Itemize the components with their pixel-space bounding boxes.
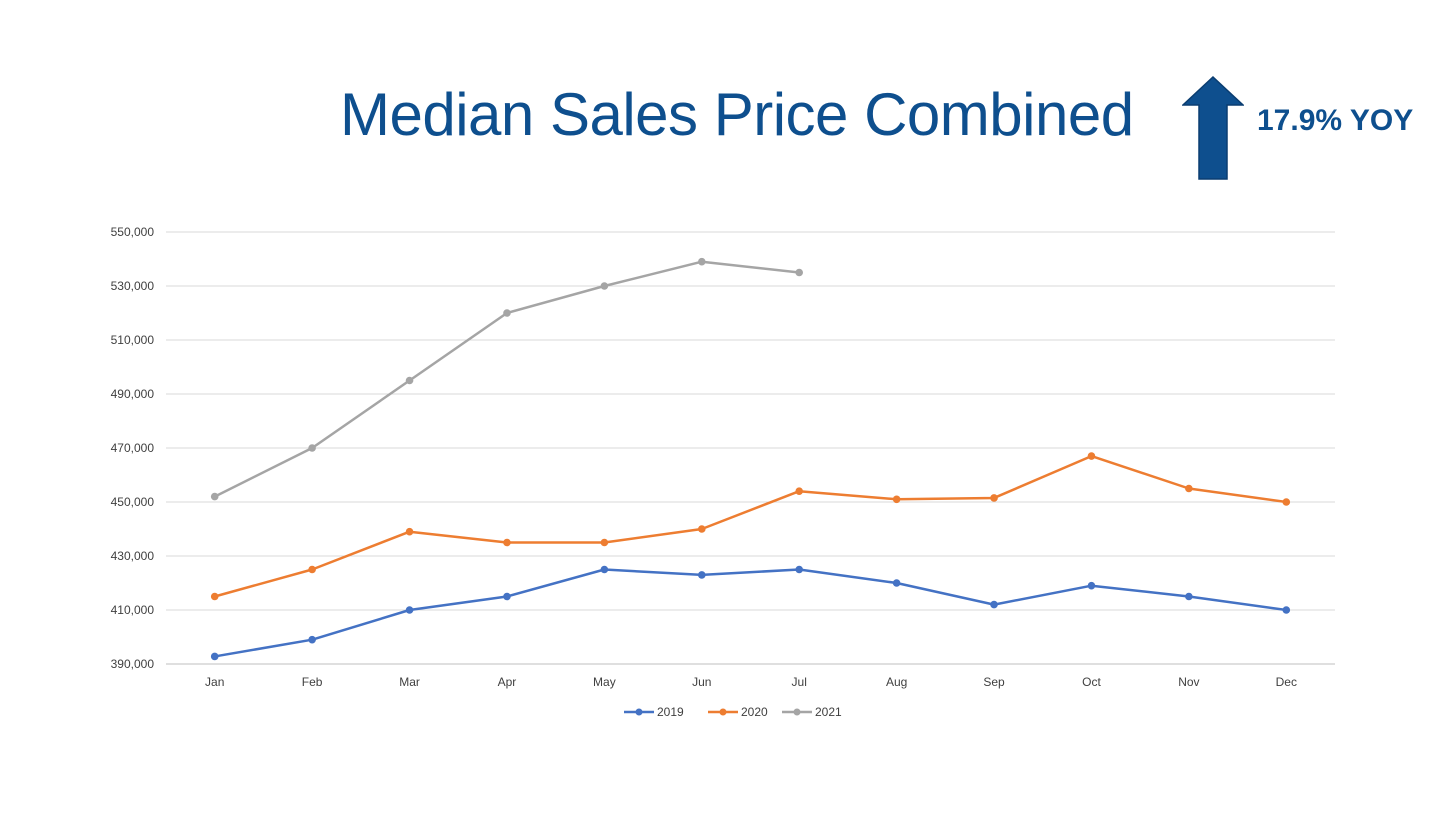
series-lines: [210, 257, 1291, 661]
data-point: [795, 565, 804, 574]
data-point: [210, 592, 219, 601]
x-tick-label: Dec: [1276, 675, 1297, 689]
slide-title: Median Sales Price Combined: [340, 81, 1134, 148]
data-point: [1282, 606, 1291, 614]
data-point: [503, 309, 511, 317]
y-axis-tick-labels: 390,000 410,000 430,000 450,000 470,000 490,0…: [111, 225, 155, 671]
data-point: [990, 494, 998, 502]
x-tick-label: Aug: [886, 675, 907, 689]
legend-marker: [793, 708, 801, 716]
data-point: [405, 606, 414, 614]
data-point: [697, 257, 706, 266]
data-point: [1185, 484, 1193, 493]
series-2019: [210, 565, 1291, 661]
x-axis-tick-labels: Jan Feb Mar Apr May Jun Jul Aug Sep Oct Nov Dec: [205, 675, 1297, 689]
y-tick-label: 410,000: [111, 603, 155, 617]
grid-lines: [166, 231, 1335, 665]
legend-label: 2019: [657, 705, 684, 719]
x-tick-label: Sep: [983, 675, 1005, 689]
data-point: [308, 635, 316, 644]
legend-entry: 2020: [708, 705, 768, 719]
data-point: [600, 282, 609, 290]
series-2021: [210, 257, 804, 501]
x-tick-label: Jan: [205, 675, 224, 689]
data-point: [405, 527, 414, 536]
y-tick-label: 450,000: [111, 495, 155, 509]
x-tick-label: Feb: [302, 675, 323, 689]
data-point: [1185, 592, 1193, 601]
series-line: [214, 454, 1287, 598]
y-tick-label: 470,000: [111, 441, 155, 455]
y-tick-label: 550,000: [111, 225, 155, 239]
y-tick-label: 530,000: [111, 279, 155, 293]
data-point: [600, 565, 609, 574]
data-point: [697, 571, 706, 579]
y-tick-label: 430,000: [111, 549, 155, 563]
x-tick-label: May: [593, 675, 616, 689]
x-tick-label: Jun: [692, 675, 711, 689]
legend-marker: [719, 708, 727, 716]
data-point: [503, 592, 511, 601]
yoy-badge-label: 17.9% YOY: [1257, 104, 1414, 137]
data-point: [697, 525, 706, 533]
data-point: [1087, 581, 1096, 590]
legend-marker: [635, 708, 643, 716]
x-tick-label: Oct: [1082, 675, 1101, 689]
y-tick-label: 510,000: [111, 333, 155, 347]
x-tick-label: Jul: [792, 675, 807, 689]
legend-entry: 2019: [624, 705, 684, 719]
data-point: [600, 538, 609, 547]
data-point: [308, 565, 316, 574]
x-tick-label: Nov: [1178, 675, 1199, 689]
data-point: [795, 487, 804, 496]
data-point: [210, 652, 219, 661]
data-point: [1282, 498, 1291, 506]
data-point: [795, 268, 804, 277]
series-2020: [210, 452, 1291, 601]
data-point: [1087, 452, 1096, 460]
x-tick-label: Mar: [399, 675, 420, 689]
data-point: [892, 495, 901, 504]
legend: 2019 2020 2021: [624, 705, 842, 719]
series-line: [214, 568, 1287, 658]
data-point: [210, 492, 219, 501]
y-tick-label: 490,000: [111, 387, 155, 401]
data-point: [990, 600, 998, 609]
data-point: [892, 579, 901, 587]
legend-entry: 2021: [782, 705, 842, 719]
series-line: [214, 260, 800, 498]
legend-label: 2020: [741, 705, 768, 719]
data-point: [308, 444, 316, 452]
legend-label: 2021: [815, 705, 842, 719]
up-arrow-icon: [1182, 76, 1244, 180]
y-tick-label: 390,000: [111, 657, 155, 671]
x-tick-label: Apr: [498, 675, 517, 689]
data-point: [405, 376, 414, 385]
data-point: [503, 538, 511, 547]
